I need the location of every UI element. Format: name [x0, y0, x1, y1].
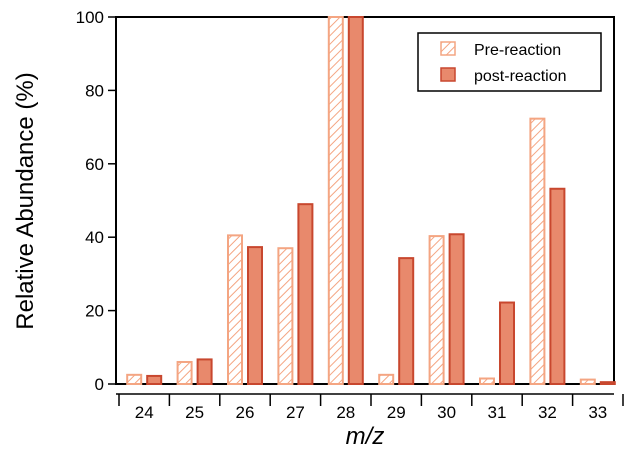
legend-label-pre-reaction: Pre-reaction — [474, 42, 561, 59]
y-tick-label: 40 — [85, 228, 104, 247]
y-tick-label: 60 — [85, 155, 104, 174]
bar-pre-reaction-24 — [126, 373, 143, 386]
bar-post-reaction-24 — [146, 374, 163, 385]
bar-pre-reaction-28 — [327, 16, 344, 385]
x-axis: 24 25 26 27 28 29 30 31 32 33 — [116, 393, 624, 422]
x-tick-label: 28 — [336, 403, 355, 422]
bar-pre-reaction-25 — [176, 360, 193, 386]
x-tick-label: 26 — [236, 403, 255, 422]
x-tick-label: 31 — [488, 403, 507, 422]
y-tick-label: 0 — [95, 375, 104, 394]
bar-post-reaction-25 — [196, 358, 213, 386]
x-tick-label: 27 — [286, 403, 305, 422]
y-axis: 0 20 40 60 80 100 — [76, 8, 116, 394]
x-tick-label: 29 — [387, 403, 406, 422]
bar-pre-reaction-30 — [428, 235, 445, 385]
bar-post-reaction-29 — [398, 257, 415, 385]
x-axis-title: m/z — [346, 423, 385, 450]
plot-border — [115, 16, 615, 385]
legend-swatch-pre-reaction — [440, 41, 456, 56]
x-tick-label: 32 — [538, 403, 557, 422]
plot-frame — [115, 16, 615, 385]
y-axis-title: Relative Abundance (%) — [12, 72, 39, 329]
bar-post-reaction-27 — [297, 203, 314, 385]
x-tick-label: 24 — [135, 403, 154, 422]
y-tick-label: 20 — [85, 302, 104, 321]
legend: Pre-reaction post-reaction — [417, 32, 602, 92]
y-tick-label: 80 — [85, 81, 104, 100]
legend-label-post-reaction: post-reaction — [474, 68, 567, 85]
bar-pre-reaction-29 — [378, 373, 395, 386]
y-tick-label: 100 — [76, 8, 104, 27]
bar-post-reaction-33 — [599, 381, 616, 386]
bar-post-reaction-30 — [448, 233, 465, 385]
x-tick-label: 33 — [588, 403, 607, 422]
bar-pre-reaction-27 — [277, 247, 294, 385]
x-tick-label: 30 — [437, 403, 456, 422]
bar-post-reaction-28 — [347, 16, 364, 385]
bar-pre-reaction-31 — [479, 377, 495, 385]
legend-swatch-post-reaction — [440, 67, 456, 82]
bar-post-reaction-32 — [549, 187, 566, 385]
bar-pre-reaction-32 — [529, 117, 546, 385]
bars — [126, 16, 616, 386]
bar-pre-reaction-26 — [227, 234, 243, 385]
bar-post-reaction-26 — [247, 246, 263, 385]
bar-post-reaction-31 — [499, 301, 515, 385]
bar-pre-reaction-33 — [579, 378, 596, 386]
x-tick-label: 25 — [185, 403, 204, 422]
